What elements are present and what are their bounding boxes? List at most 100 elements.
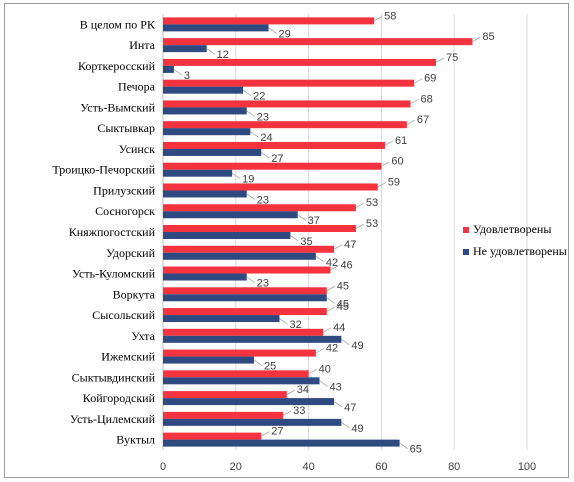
value-label-satisfied: 40 [319, 363, 331, 375]
bar-satisfied [163, 17, 375, 25]
value-label-not-satisfied: 23 [257, 194, 269, 206]
leader-line [355, 202, 365, 209]
legend: Удовлетворены Не удовлетворены [463, 222, 567, 258]
leader-line [326, 306, 335, 312]
value-label-not-satisfied: 23 [257, 278, 269, 290]
bar-not-satisfied [163, 190, 247, 198]
value-label-not-satisfied: 22 [253, 91, 265, 103]
leader-line [315, 255, 325, 263]
value-label-not-satisfied: 25 [264, 361, 276, 373]
bar-satisfied [163, 349, 316, 357]
leader-line [286, 389, 295, 395]
value-label-satisfied: 44 [333, 322, 345, 334]
value-label-not-satisfied: 32 [289, 319, 301, 331]
value-label-satisfied: 85 [482, 31, 494, 43]
bar-not-satisfied [163, 356, 254, 364]
category-label: Княжпогостский [69, 225, 156, 239]
category-label: В целом по РК [80, 17, 156, 31]
leader-line [326, 297, 336, 304]
bar-not-satisfied [163, 398, 335, 406]
leader-line [261, 431, 270, 437]
value-label-satisfied: 34 [297, 384, 309, 396]
bar-satisfied [163, 162, 382, 170]
leader-line [246, 193, 255, 200]
leader-line [282, 410, 292, 416]
category-label: Ижемский [101, 350, 155, 364]
value-label-satisfied: 45 [337, 301, 349, 313]
bar-satisfied [163, 308, 327, 316]
x-tick-label: 60 [375, 461, 387, 473]
value-label-not-satisfied: 49 [351, 423, 363, 435]
category-label: Инта [129, 38, 155, 52]
leader-line [253, 359, 263, 366]
bar-satisfied [163, 391, 287, 399]
leader-line [268, 27, 277, 34]
value-label-satisfied: 27 [271, 426, 283, 438]
value-label-satisfied: 75 [446, 52, 458, 64]
leader-line [250, 131, 259, 138]
bar-not-satisfied [163, 294, 327, 302]
value-label-satisfied: 68 [421, 93, 433, 105]
bar-satisfied [163, 141, 386, 149]
x-tick-label: 80 [448, 461, 460, 473]
leader-line [279, 318, 288, 325]
bar-not-satisfied [163, 439, 400, 447]
value-label-satisfied: 61 [395, 135, 407, 147]
value-label-satisfied: 69 [424, 73, 436, 85]
value-label-not-satisfied: 37 [308, 215, 320, 227]
leader-line [381, 161, 390, 167]
leader-line [322, 327, 332, 333]
value-label-satisfied: 60 [391, 156, 403, 168]
bar-not-satisfied [163, 273, 247, 281]
value-label-satisfied: 33 [293, 405, 305, 417]
leader-line [297, 214, 306, 221]
bar-satisfied [163, 121, 407, 129]
value-label-not-satisfied: 27 [271, 153, 283, 165]
category-label: Сосногорск [95, 204, 155, 218]
x-tick-label: 0 [160, 461, 166, 473]
category-label: Троицко-Печорский [52, 163, 155, 177]
bar-not-satisfied [163, 335, 342, 343]
category-label: Усть-Цилемский [70, 412, 156, 426]
leader-line [326, 285, 335, 292]
bar-not-satisfied [163, 86, 244, 94]
x-tick-label: 20 [230, 461, 242, 473]
bar-not-satisfied [163, 315, 280, 323]
bar-satisfied [163, 411, 284, 419]
category-label: Усинск [119, 142, 156, 156]
bar-not-satisfied [163, 377, 320, 385]
bar-satisfied [163, 100, 411, 108]
bar-satisfied [163, 58, 436, 66]
bar-satisfied [163, 245, 335, 253]
category-label: Усть-Вымский [80, 100, 155, 114]
leader-line [290, 235, 299, 242]
bar-satisfied [163, 432, 262, 440]
leader-line [377, 182, 386, 188]
bar-satisfied [163, 204, 356, 212]
leader-line [242, 89, 252, 96]
bar-not-satisfied [163, 418, 342, 426]
bar-not-satisfied [163, 148, 262, 156]
leader-line [333, 401, 343, 408]
bar-satisfied [163, 38, 473, 46]
leader-line [206, 48, 215, 55]
leader-line [246, 276, 255, 283]
bar-not-satisfied [163, 252, 316, 260]
category-label: Усть-Куломский [72, 267, 156, 281]
leader-line [246, 110, 255, 117]
value-label-not-satisfied: 42 [326, 257, 338, 269]
value-label-satisfied: 53 [366, 218, 378, 230]
category-label: Печора [118, 80, 156, 94]
leader-line [384, 140, 394, 146]
category-label: Вуктыл [116, 433, 155, 447]
bar-satisfied [163, 79, 415, 87]
value-label-satisfied: 67 [417, 114, 429, 126]
leader-line [341, 338, 350, 346]
category-label: Воркута [113, 287, 156, 301]
value-label-satisfied: 47 [344, 239, 356, 251]
category-label: Ухта [131, 329, 155, 343]
leader-line [261, 152, 270, 159]
value-label-not-satisfied: 45 [337, 298, 349, 310]
leader-line [231, 172, 241, 180]
category-label: Корткеросский [78, 59, 156, 73]
